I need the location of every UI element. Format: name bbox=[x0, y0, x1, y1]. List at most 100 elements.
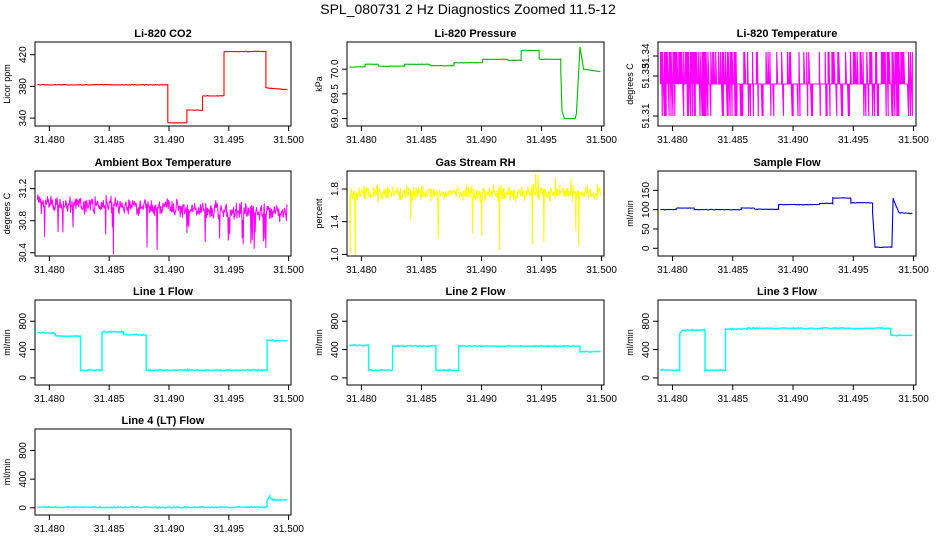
x-tick-label: 31.500 bbox=[273, 265, 304, 276]
y-tick-label: 150 bbox=[641, 182, 652, 199]
series-line bbox=[348, 174, 601, 255]
series-line bbox=[349, 46, 601, 120]
y-axis-label: percent bbox=[314, 198, 324, 229]
y-tick-label: 1.8 bbox=[330, 182, 341, 196]
plot-frame bbox=[34, 428, 292, 516]
y-axis-label: ml/min bbox=[2, 459, 12, 486]
x-tick-label: 31.500 bbox=[273, 135, 304, 146]
y-axis-label: kPa bbox=[314, 76, 324, 92]
x-tick-label: 31.495 bbox=[526, 265, 557, 276]
x-tick-label: 31.480 bbox=[346, 265, 377, 276]
plot-frame bbox=[657, 170, 917, 257]
y-axis-label: Licor ppm bbox=[2, 64, 12, 104]
plot-frame bbox=[346, 170, 605, 257]
x-tick-label: 31.495 bbox=[838, 135, 869, 146]
panel-title: Li-820 Temperature bbox=[737, 28, 838, 40]
y-tick-label: 420 bbox=[18, 46, 29, 63]
y-tick-label: 0 bbox=[330, 375, 341, 381]
plot-frame bbox=[346, 299, 605, 386]
panel-title: Ambient Box Temperature bbox=[95, 157, 232, 169]
series-line bbox=[659, 326, 913, 373]
y-tick-label: 69.0 bbox=[330, 108, 341, 128]
panel-title: Li-820 Pressure bbox=[435, 28, 517, 40]
y-tick-label: 0 bbox=[18, 505, 29, 511]
panel-title: Line 2 Flow bbox=[446, 286, 506, 298]
x-tick-label: 31.485 bbox=[94, 524, 125, 535]
y-tick-label: 0 bbox=[641, 245, 652, 251]
plot-frame bbox=[657, 299, 917, 386]
x-tick-label: 31.485 bbox=[94, 135, 125, 146]
x-tick-label: 31.495 bbox=[213, 135, 244, 146]
series-group bbox=[660, 196, 913, 248]
x-tick-label: 31.490 bbox=[778, 135, 809, 146]
panel-title: Line 3 Flow bbox=[757, 286, 817, 298]
x-tick-label: 31.500 bbox=[898, 265, 929, 276]
x-tick-label: 31.490 bbox=[466, 135, 497, 146]
y-tick-label: 380 bbox=[18, 78, 29, 95]
y-tick-label: 70.0 bbox=[330, 59, 341, 79]
y-tick-label: 51.34 bbox=[641, 43, 652, 68]
x-tick-label: 31.480 bbox=[34, 265, 65, 276]
series-line bbox=[660, 196, 913, 248]
x-tick-label: 31.480 bbox=[346, 135, 377, 146]
series-group bbox=[37, 330, 288, 373]
x-tick-label: 31.495 bbox=[526, 135, 557, 146]
x-tick-label: 31.490 bbox=[154, 394, 185, 405]
y-tick-label: 50 bbox=[641, 223, 652, 235]
y-axis-label: ml/min bbox=[625, 200, 635, 227]
plot-frame bbox=[34, 41, 292, 127]
y-tick-label: 1.0 bbox=[330, 247, 341, 261]
series-line bbox=[37, 330, 288, 373]
x-tick-label: 31.490 bbox=[154, 265, 185, 276]
y-tick-label: 400 bbox=[330, 341, 341, 358]
y-tick-label: 800 bbox=[330, 313, 341, 330]
panel-title: Gas Stream RH bbox=[435, 157, 515, 169]
series-group bbox=[659, 326, 913, 373]
x-tick-label: 31.500 bbox=[898, 394, 929, 405]
y-tick-label: 31.2 bbox=[18, 178, 29, 198]
series-group bbox=[36, 194, 288, 255]
x-tick-label: 31.485 bbox=[717, 265, 748, 276]
plot-frame bbox=[34, 170, 292, 257]
series-line bbox=[37, 493, 288, 509]
x-tick-label: 31.490 bbox=[154, 135, 185, 146]
x-tick-label: 31.500 bbox=[273, 524, 304, 535]
y-tick-label: 1.4 bbox=[330, 214, 341, 228]
x-tick-label: 31.500 bbox=[273, 394, 304, 405]
x-tick-label: 31.490 bbox=[466, 265, 497, 276]
panel-title: Li-820 CO2 bbox=[134, 28, 191, 40]
y-tick-label: 30.8 bbox=[18, 211, 29, 231]
plot-frame bbox=[657, 41, 917, 127]
x-tick-label: 31.490 bbox=[466, 394, 497, 405]
y-tick-label: 400 bbox=[641, 341, 652, 358]
y-tick-label: 51.33 bbox=[641, 63, 652, 88]
x-tick-label: 31.480 bbox=[34, 135, 65, 146]
x-tick-label: 31.485 bbox=[717, 135, 748, 146]
x-tick-label: 31.495 bbox=[838, 394, 869, 405]
y-tick-label: 400 bbox=[18, 470, 29, 487]
x-tick-label: 31.485 bbox=[94, 394, 125, 405]
plot-frame bbox=[346, 41, 605, 127]
x-tick-label: 31.500 bbox=[586, 394, 617, 405]
x-tick-label: 31.485 bbox=[406, 394, 437, 405]
x-tick-label: 31.495 bbox=[213, 394, 244, 405]
x-tick-label: 31.490 bbox=[154, 524, 185, 535]
x-tick-label: 31.480 bbox=[657, 265, 688, 276]
y-tick-label: 100 bbox=[641, 201, 652, 218]
series-group bbox=[348, 174, 601, 255]
y-axis-label: degrees C bbox=[625, 63, 635, 105]
y-axis-label: degrees C bbox=[2, 192, 12, 234]
series-line bbox=[349, 344, 601, 372]
y-tick-label: 0 bbox=[641, 375, 652, 381]
y-tick-label: 30.4 bbox=[18, 243, 29, 263]
x-tick-label: 31.490 bbox=[778, 394, 809, 405]
